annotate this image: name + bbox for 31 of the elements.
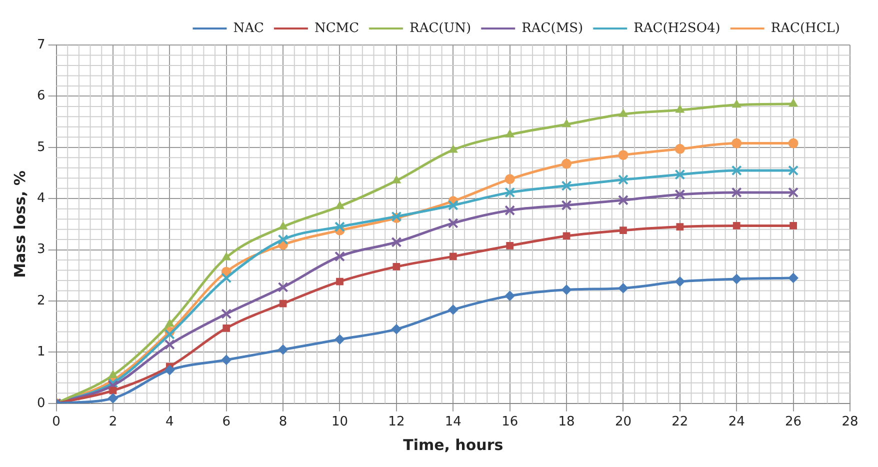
x-tick-label: 14 bbox=[444, 414, 462, 430]
y-tick-label: 1 bbox=[36, 344, 46, 360]
x-tick-label: 16 bbox=[502, 414, 518, 430]
legend-label: NCMC bbox=[314, 20, 360, 36]
legend-label: RAC(H2SO4) bbox=[634, 20, 720, 36]
x-tick-label: 24 bbox=[728, 414, 745, 430]
x-tick-label: 8 bbox=[278, 414, 288, 430]
y-axis-title: Mass loss, % bbox=[10, 170, 29, 278]
y-tick-label: 0 bbox=[36, 396, 46, 411]
legend-label: NAC bbox=[233, 20, 264, 36]
y-tick-label: 5 bbox=[36, 140, 46, 155]
x-tick-label: 6 bbox=[222, 414, 230, 430]
legend-label: RAC(UN) bbox=[410, 20, 472, 36]
y-tick-label: 2 bbox=[36, 293, 46, 308]
y-tick-label: 7 bbox=[36, 37, 46, 52]
y-tick-label: 4 bbox=[36, 190, 46, 206]
x-tick-label: 12 bbox=[388, 414, 405, 430]
x-axis-title: Time, hours bbox=[403, 436, 504, 454]
x-tick-label: 22 bbox=[672, 414, 688, 430]
x-tick-label: 28 bbox=[842, 414, 858, 430]
y-tick-label: 6 bbox=[36, 88, 46, 104]
y-tick-label: 3 bbox=[36, 242, 46, 258]
x-tick-label: 20 bbox=[614, 414, 632, 430]
x-tick-label: 2 bbox=[108, 414, 118, 430]
x-tick-label: 4 bbox=[166, 414, 174, 430]
legend-label: RAC(HCL) bbox=[770, 20, 840, 36]
x-tick-label: 10 bbox=[331, 414, 348, 430]
legend-label: RAC(MS) bbox=[522, 20, 584, 36]
x-tick-label: 0 bbox=[52, 414, 60, 430]
x-tick-label: 26 bbox=[785, 414, 802, 430]
x-tick-label: 18 bbox=[558, 414, 575, 430]
